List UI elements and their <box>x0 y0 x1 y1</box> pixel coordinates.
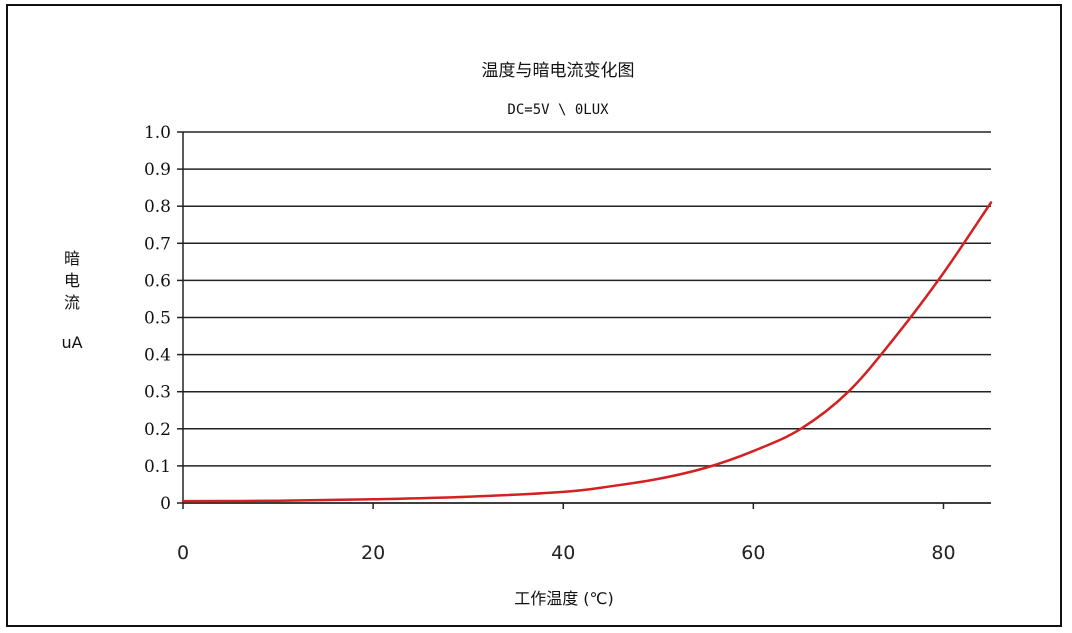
chart-title: 温度与暗电流变化图 <box>482 61 635 81</box>
y-tick-label-0: 0 <box>160 494 171 514</box>
y-tick-label-9: 0.9 <box>144 160 171 180</box>
x-tick-label-0: 0 <box>177 542 189 564</box>
series-layer <box>181 201 993 503</box>
y-tick-label-5: 0.5 <box>144 309 171 329</box>
gridlines <box>182 131 991 504</box>
y-tick-label-1: 0.1 <box>144 457 171 477</box>
y-tick-label-6: 0.6 <box>144 271 171 291</box>
y-axis-ticks: 0 0.1 0.2 0.3 0.4 0.5 0.6 0.7 0.8 0.9 1.0 <box>144 123 183 514</box>
y-axis-unit: uA <box>61 333 82 352</box>
chart-svg: 温度与暗电流变化图 DC=5V \ 0LUX 00.10.20.30.40.50… <box>61 61 993 608</box>
y-tick-label-2: 0.2 <box>144 420 171 440</box>
y-tick-label-10: 1.0 <box>144 123 171 143</box>
y-axis-label-line-1: 暗 <box>64 249 80 268</box>
x-axis-label: 工作温度 (℃) <box>514 589 614 608</box>
chart-frame: 温度与暗电流变化图 DC=5V \ 0LUX 0 0.1 0.2 0.3 0.4 0.5 0… <box>6 4 1062 627</box>
y-tick-label-8: 0.8 <box>144 197 171 217</box>
y-axis-label-line-3: 流 <box>64 293 80 312</box>
y-tick-label-4: 0.4 <box>144 346 171 366</box>
y-tick-label-7: 0.7 <box>144 234 171 254</box>
x-tick-label-4: 80 <box>931 542 955 564</box>
x-tick-label-2: 40 <box>551 542 575 564</box>
y-axis-label: 暗 电 流 uA <box>61 249 82 352</box>
chart-subtitle: DC=5V \ 0LUX <box>507 102 609 118</box>
series-line-0 <box>181 201 993 503</box>
y-axis-label-line-2: 电 <box>64 271 80 290</box>
x-tick-label-3: 60 <box>741 542 765 564</box>
x-axis-ticks: 0 20 40 60 80 <box>177 503 956 564</box>
y-tick-label-3: 0.3 <box>144 383 171 403</box>
x-tick-label-1: 20 <box>361 542 385 564</box>
